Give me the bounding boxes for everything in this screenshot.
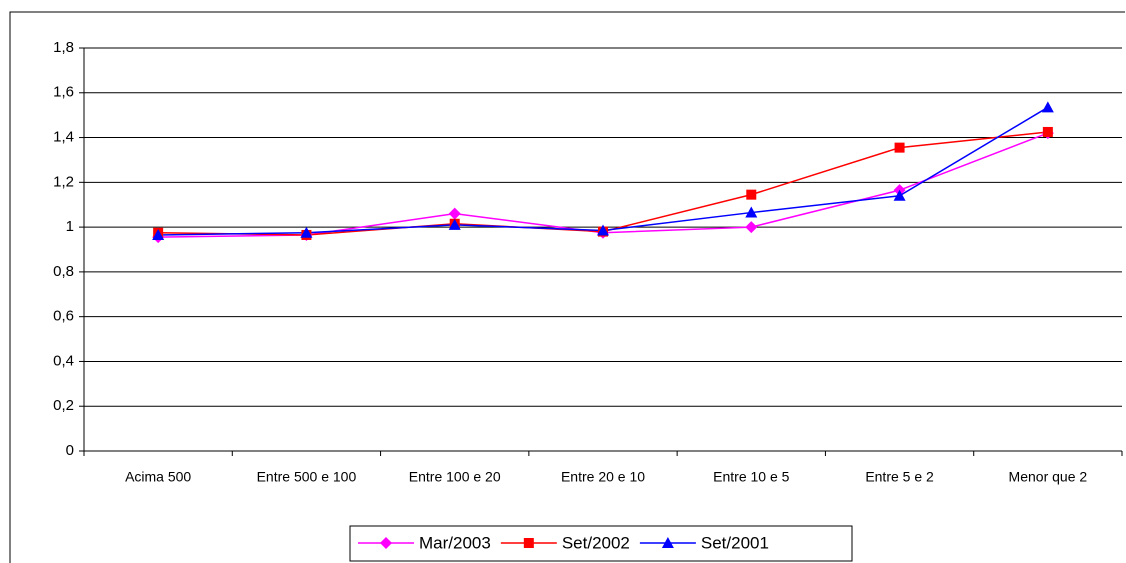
y-tick-label: 0,2 xyxy=(53,397,74,414)
x-tick-label: Menor que 2 xyxy=(1009,469,1088,485)
data-point xyxy=(448,207,461,220)
y-tick-label: 1,4 xyxy=(53,129,74,146)
legend-box xyxy=(349,525,853,562)
legend-label: Mar/2003 xyxy=(419,533,491,552)
legend-marker xyxy=(380,537,392,549)
data-point xyxy=(152,228,165,240)
y-tick-label: 0 xyxy=(66,442,74,459)
series-line xyxy=(158,132,1049,238)
y-tick-label: 1,6 xyxy=(53,84,74,101)
x-tick-label: Entre 5 e 2 xyxy=(865,469,934,485)
y-tick-label: 0,6 xyxy=(53,308,74,325)
series-line xyxy=(158,106,1049,236)
data-point xyxy=(448,218,461,230)
y-tick-label: 0,4 xyxy=(53,352,74,369)
x-tick-label: Entre 100 e 20 xyxy=(409,469,501,485)
y-tick-label: 1,2 xyxy=(53,173,74,190)
data-point xyxy=(1042,126,1053,137)
x-tick-label: Entre 20 e 10 xyxy=(561,469,645,485)
data-point xyxy=(746,189,757,200)
legend: Mar/2003 Set/2002 Set/2001 xyxy=(349,525,853,562)
legend-label: Set/2002 xyxy=(562,533,630,552)
x-tick-label: Acima 500 xyxy=(125,469,191,485)
chart-border xyxy=(9,11,1125,563)
data-point xyxy=(745,206,758,218)
x-tick-label: Entre 500 e 100 xyxy=(257,469,357,485)
y-tick-label: 1 xyxy=(66,218,74,235)
legend-marker xyxy=(661,537,674,548)
data-point xyxy=(894,142,905,153)
x-tick-label: Entre 10 e 5 xyxy=(713,469,789,485)
data-point xyxy=(300,226,313,238)
legend-marker xyxy=(523,538,534,548)
data-point xyxy=(745,221,758,234)
data-point xyxy=(597,224,609,236)
data-point xyxy=(893,189,906,201)
data-point xyxy=(1041,101,1054,113)
y-tick-label: 1,8 xyxy=(53,39,74,56)
series-line xyxy=(158,131,1048,236)
legend-label: Set/2001 xyxy=(701,533,769,552)
y-tick-label: 0,8 xyxy=(53,263,74,280)
